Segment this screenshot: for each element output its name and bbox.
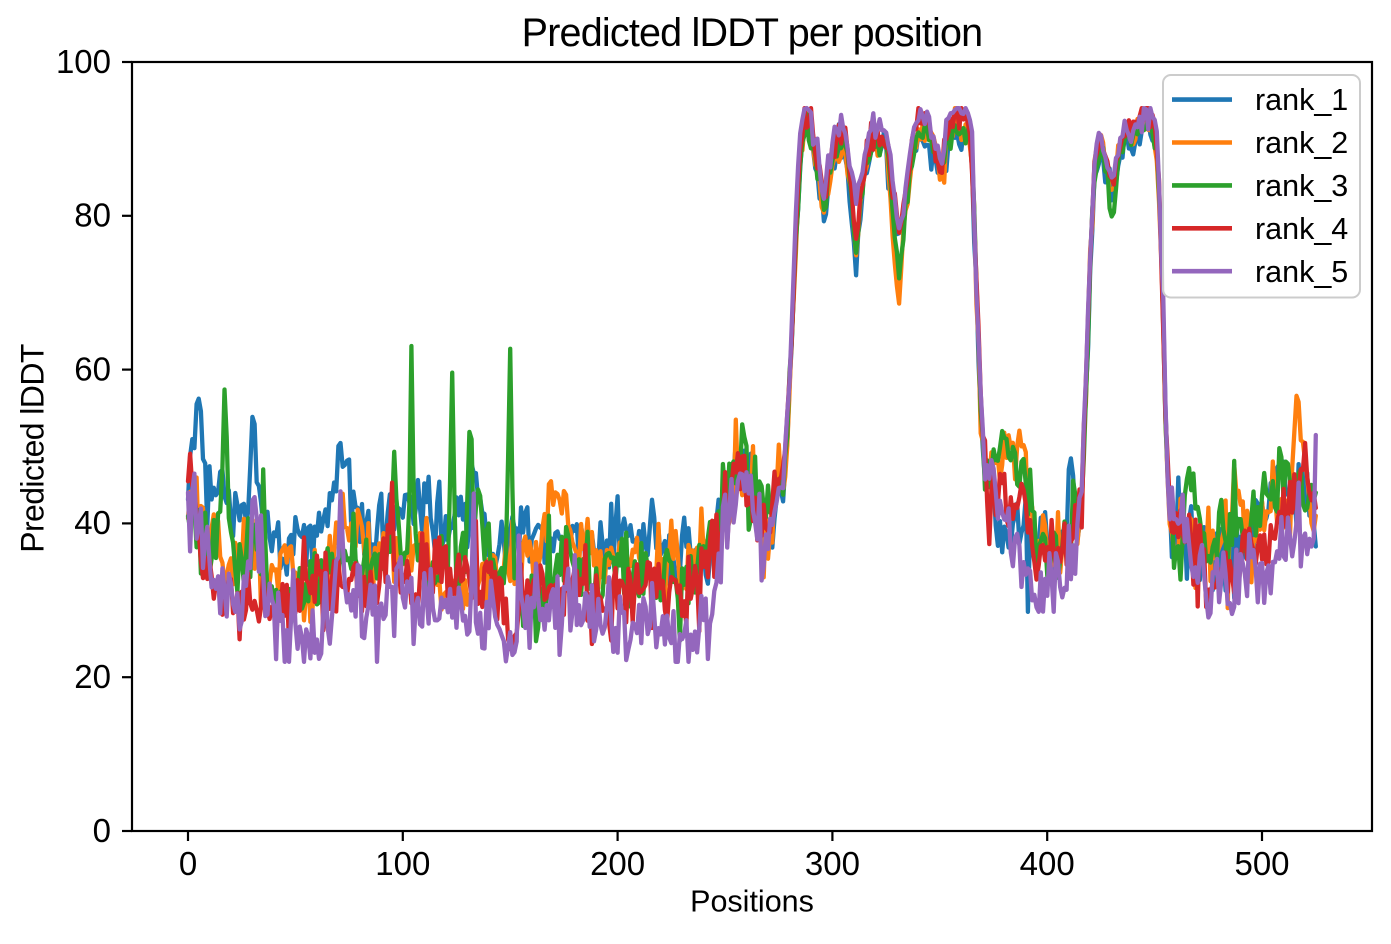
svg-text:400: 400	[1020, 845, 1075, 882]
svg-text:60: 60	[74, 350, 111, 387]
svg-text:40: 40	[74, 504, 111, 541]
svg-text:Positions: Positions	[690, 885, 814, 919]
svg-text:rank_5: rank_5	[1255, 255, 1348, 289]
svg-text:rank_3: rank_3	[1255, 169, 1348, 203]
svg-text:0: 0	[93, 812, 111, 849]
svg-text:500: 500	[1234, 845, 1289, 882]
svg-text:rank_2: rank_2	[1255, 126, 1348, 160]
svg-text:300: 300	[805, 845, 860, 882]
svg-text:200: 200	[590, 845, 645, 882]
svg-text:rank_4: rank_4	[1255, 212, 1348, 246]
svg-text:100: 100	[56, 43, 111, 80]
svg-text:Predicted lDDT: Predicted lDDT	[15, 344, 51, 553]
svg-text:80: 80	[74, 197, 111, 234]
svg-text:0: 0	[179, 845, 197, 882]
svg-text:rank_1: rank_1	[1255, 83, 1348, 117]
svg-text:Predicted lDDT per position: Predicted lDDT per position	[522, 11, 983, 55]
svg-text:100: 100	[375, 845, 430, 882]
svg-text:20: 20	[74, 658, 111, 695]
